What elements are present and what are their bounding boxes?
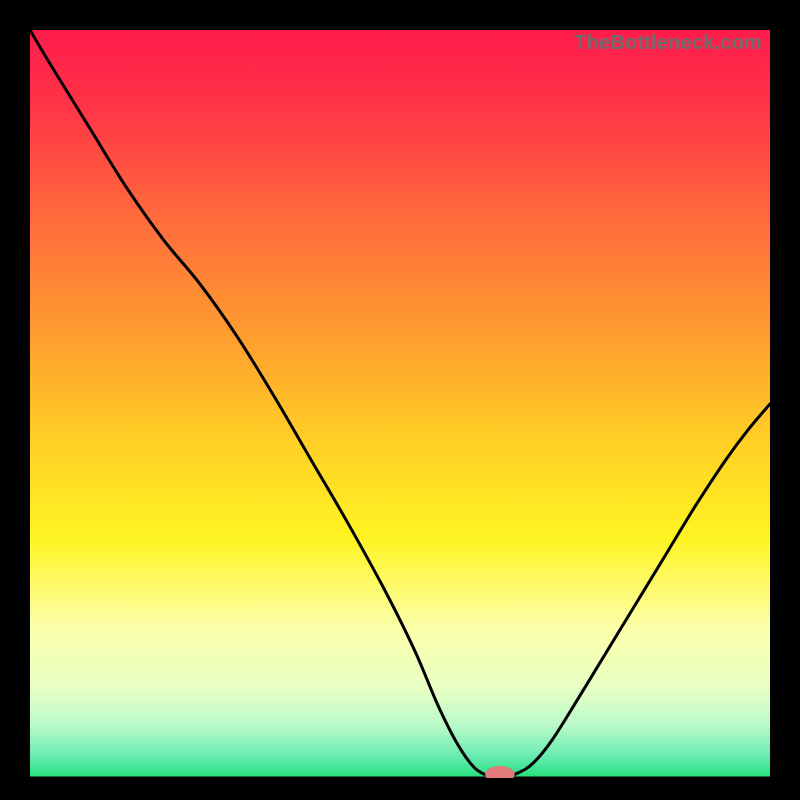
chart-frame: TheBottleneck.com (0, 0, 800, 800)
gradient-background (30, 30, 770, 778)
watermark-text: TheBottleneck.com (574, 32, 762, 55)
plot-svg (30, 30, 770, 778)
plot-area (30, 30, 770, 778)
